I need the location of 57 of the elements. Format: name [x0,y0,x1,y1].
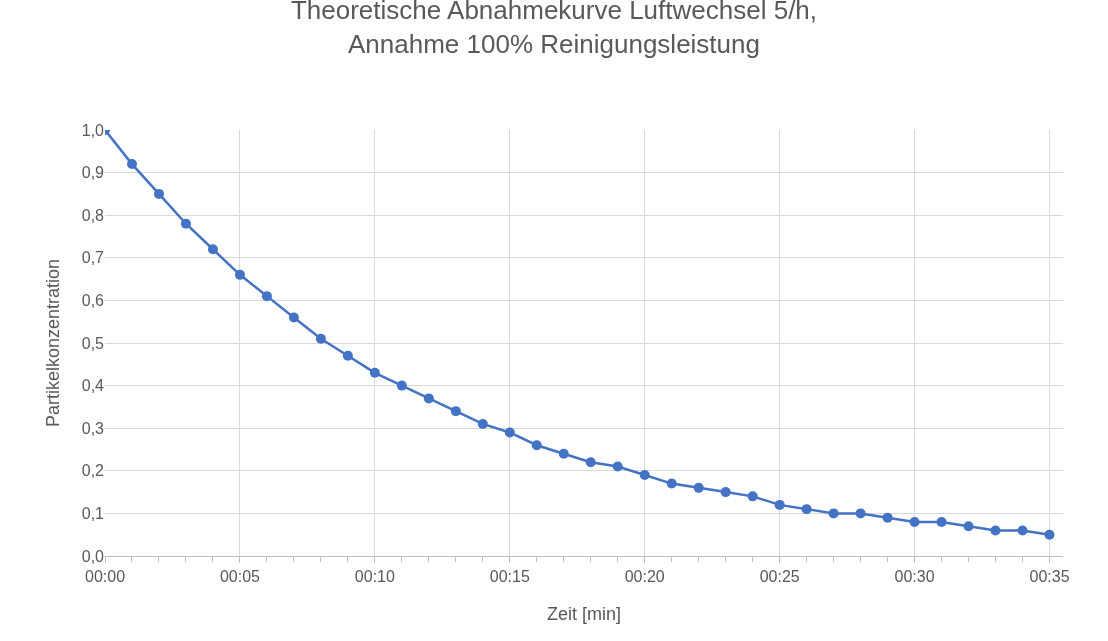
point [882,512,893,523]
y-tick-label: 0,6 [81,292,105,309]
point [936,516,947,527]
point [585,457,596,468]
y-tick-label: 0,8 [81,206,105,224]
point [504,427,515,438]
point [855,508,866,519]
point [180,218,191,229]
point [207,244,218,255]
y-tick-label: 0,3 [81,419,105,437]
y-tick-label: 0,2 [81,462,105,480]
point [693,482,704,493]
point [1017,525,1028,536]
point [315,333,326,344]
point [828,508,839,519]
y-tick-label: 0,5 [81,334,105,352]
y-tick-label: 0,1 [81,505,105,522]
point [720,487,731,498]
point [963,521,974,532]
x-tick-label: 00:10 [354,568,395,586]
chart-title: Theoretische Abnahmekurve Luftwechsel 5/h, Annahme 100% Reinigungsleistung [290,0,818,60]
point [747,491,758,502]
y-axis-title: Partikelkonzentration [43,258,63,428]
point [477,418,488,429]
point [801,504,812,515]
point [153,188,164,199]
x-tick-label: 00:15 [489,568,530,586]
point [666,478,677,489]
y-tick-label: 0,4 [81,377,105,395]
x-tick-label: 00:05 [219,568,261,586]
y-tick-label: 0,7 [81,249,105,267]
y-tick-label: 1,0 [81,121,105,139]
point [612,461,623,472]
point [1044,529,1055,540]
point [234,269,245,280]
point [774,499,785,510]
point [639,470,650,481]
x-tick-label: 00:00 [84,568,126,586]
point [342,350,353,361]
x-tick-label: 00:20 [624,568,665,586]
point [423,393,434,404]
x-tick-label: 00:25 [759,568,800,586]
point [531,440,542,451]
point [909,516,920,527]
x-tick-label: 00:30 [894,568,935,586]
point [396,380,407,391]
point [369,367,380,378]
y-tick-label: 0,9 [81,164,105,182]
point [450,406,461,417]
x-axis-title: Zeit [min] [546,604,622,624]
point [990,525,1001,536]
x-tick-label: 00:35 [1029,568,1070,586]
y-tick-label: 0,0 [81,547,105,565]
point [558,448,569,459]
point [261,291,272,302]
point [288,312,299,323]
point [126,159,137,170]
